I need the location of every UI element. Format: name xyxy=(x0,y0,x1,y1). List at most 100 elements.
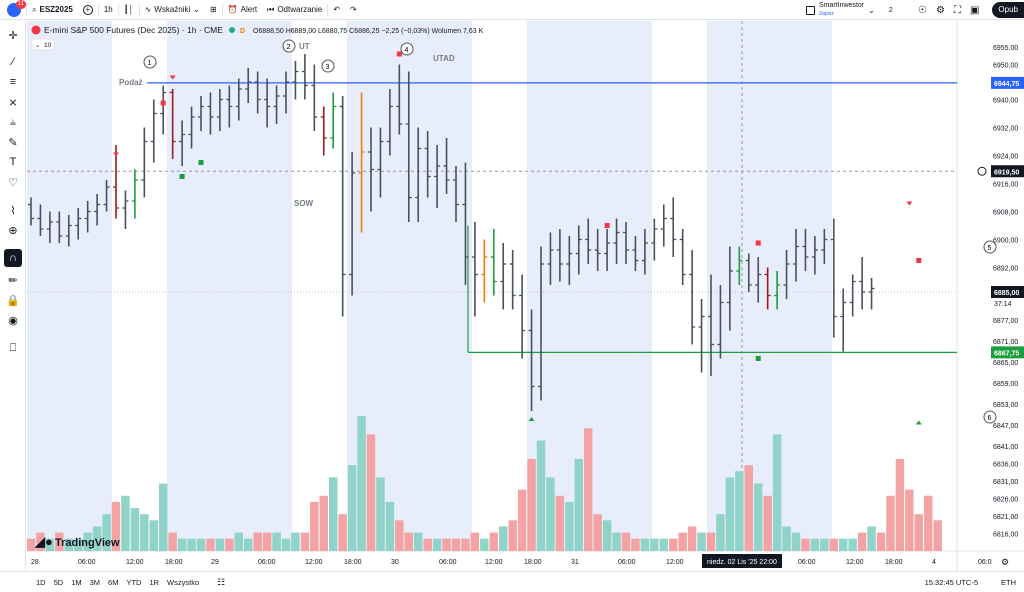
volume-bar xyxy=(338,514,347,551)
range-button[interactable]: 3M xyxy=(89,577,101,587)
date-range-calendar-icon[interactable]: ☷ xyxy=(217,576,226,587)
volume-bar xyxy=(253,532,262,551)
trend-line-tool-icon[interactable]: ∕ xyxy=(12,56,14,68)
volume-bar xyxy=(215,538,225,551)
interval-button[interactable]: 1h xyxy=(103,5,113,14)
settings-gear-icon[interactable]: ⚙ xyxy=(935,4,945,16)
quick-search-icon[interactable]: ☉ xyxy=(918,4,927,16)
legend: E-mini S&P 500 Futures (Dec 2025) · 1h ·… xyxy=(31,25,484,51)
range-button[interactable]: 1D xyxy=(36,577,46,587)
volume-bar xyxy=(706,532,716,551)
range-button[interactable]: YTD xyxy=(126,577,142,587)
sell-square-icon xyxy=(916,258,922,263)
bars-icon: ┃│ xyxy=(123,5,134,14)
chart-svg[interactable]: ◢● TradingView E-mini S&P 500 Futures (D… xyxy=(26,21,1024,571)
volume-bar xyxy=(206,538,215,551)
volume-bar xyxy=(187,538,196,551)
lock-icon[interactable]: 🔒 xyxy=(6,294,20,307)
volume-bar xyxy=(621,532,631,551)
sell-square-icon xyxy=(396,51,402,57)
range-button[interactable]: 6M xyxy=(108,577,119,587)
publish-button[interactable]: Opub xyxy=(992,2,1024,18)
favorites-heart-icon[interactable]: ♡ xyxy=(8,176,18,189)
price-axis[interactable]: 6955,00 6950,00 6940,00 6932,00 6924,00 6916,… xyxy=(993,45,1018,539)
volume-bar xyxy=(281,538,291,551)
symbol-search[interactable]: ⌕ ESZ2025 xyxy=(27,0,78,20)
horizontal-lines-tool-icon[interactable]: ≡ xyxy=(9,76,17,88)
user-avatar[interactable]: 11 xyxy=(7,0,26,17)
price-tick-label: 6871,00 xyxy=(993,339,1018,346)
volume-bar xyxy=(735,471,744,551)
volume-bar xyxy=(168,532,177,551)
chevron-down-icon[interactable]: ⌄ xyxy=(868,5,875,15)
range-button[interactable]: 5D xyxy=(53,577,64,587)
camera-icon[interactable]: ▣ xyxy=(969,4,980,16)
range-button[interactable]: 1M xyxy=(71,577,82,587)
price-tick-label: 6841,00 xyxy=(993,444,1018,451)
replay-button[interactable]: ⏮ Odtwarzanie xyxy=(262,0,327,20)
axis-settings-gear-icon[interactable]: ⚙ xyxy=(1001,557,1009,567)
brush-tool-icon[interactable]: ✎ xyxy=(8,136,18,149)
price-tick-label: 6955,00 xyxy=(993,45,1018,52)
price-tick-label: 6924,00 xyxy=(993,154,1018,161)
podaz-label: Podaż xyxy=(119,78,143,87)
redo-button[interactable]: ↷ xyxy=(345,0,362,20)
volume-bar xyxy=(140,514,149,551)
chart-type-button[interactable]: ┃│ xyxy=(119,0,139,20)
volume-bar xyxy=(555,495,565,551)
volume-bar xyxy=(272,532,281,551)
menu-button[interactable]: 11 xyxy=(0,0,26,20)
layouts-button[interactable]: ⊞ xyxy=(205,0,222,20)
pattern-tool-icon[interactable]: ⨯ xyxy=(8,96,18,109)
chart-area[interactable]: ◢● TradingView E-mini S&P 500 Futures (D… xyxy=(26,21,1024,571)
text-tool-icon[interactable]: T xyxy=(9,156,17,168)
trash-icon[interactable]: ⎕ xyxy=(9,341,17,354)
chevron-down-icon: ⌄ xyxy=(193,5,200,14)
undo-button[interactable]: ↶ xyxy=(328,0,345,20)
sell-triangle-icon xyxy=(906,201,913,206)
volume-bar xyxy=(244,538,253,551)
volume-bar xyxy=(329,477,338,551)
eye-icon[interactable]: ◉ xyxy=(8,314,18,327)
alert-label: Alert xyxy=(240,5,258,14)
time-tick-label: 06:00 xyxy=(798,559,816,566)
time-axis[interactable]: 28 06:00 12:00 18:00 29 06:00 12:00 18:00 30 06:0… xyxy=(31,559,992,566)
magnet-icon[interactable]: ∩ xyxy=(4,249,22,267)
volume-bar xyxy=(451,538,461,551)
compare-button[interactable]: + xyxy=(78,0,98,20)
range-button[interactable]: Wszystko xyxy=(167,577,200,587)
volume-bar xyxy=(687,526,697,551)
alert-button[interactable]: ⏰ Alert xyxy=(223,0,262,20)
fullscreen-icon[interactable]: ⛶ xyxy=(953,4,961,16)
volume-bar xyxy=(262,532,272,551)
volume-bar xyxy=(414,532,423,551)
session-band xyxy=(27,21,112,551)
fib-tool-icon[interactable]: ⫨ xyxy=(9,115,17,128)
lock-drawing-icon[interactable]: ✏ xyxy=(8,274,18,287)
crosshair-tool-icon[interactable]: ✛ xyxy=(8,29,18,42)
volume-bar xyxy=(291,532,300,551)
marker-5: 5 xyxy=(983,240,997,254)
buy-square-icon xyxy=(179,174,185,179)
divider xyxy=(117,3,119,16)
volume-bar xyxy=(36,532,45,551)
legend-collapse-button[interactable] xyxy=(31,38,55,51)
volume-bar xyxy=(782,526,791,551)
profile-block[interactable]: SmartInwestor Zapisz xyxy=(819,2,864,18)
range-button[interactable]: 1R xyxy=(149,577,160,587)
volume-bar xyxy=(196,538,206,551)
status-dot-icon xyxy=(229,27,235,33)
time-tick-label: 18:00 xyxy=(165,559,183,566)
crosshair-time-text: niedz. 02 Lis '25 22:00 xyxy=(707,559,777,566)
zoom-in-icon[interactable]: ⊕ xyxy=(8,224,18,237)
volume-bar xyxy=(385,501,395,551)
price-tick-label: 6836,00 xyxy=(993,462,1018,469)
layout-count: 2 xyxy=(888,6,893,14)
layout-square-icon[interactable] xyxy=(806,5,815,15)
ruler-icon[interactable]: ⌇ xyxy=(10,204,16,217)
watermark-text: TradingView xyxy=(55,537,120,549)
volume-bar xyxy=(83,532,92,551)
session-toggle[interactable]: ETH xyxy=(1001,577,1016,587)
clock-timezone[interactable]: 15:32:45 UTC-5 xyxy=(924,577,978,587)
indicators-button[interactable]: ∿ Wskaźniki ⌄ xyxy=(140,0,205,20)
